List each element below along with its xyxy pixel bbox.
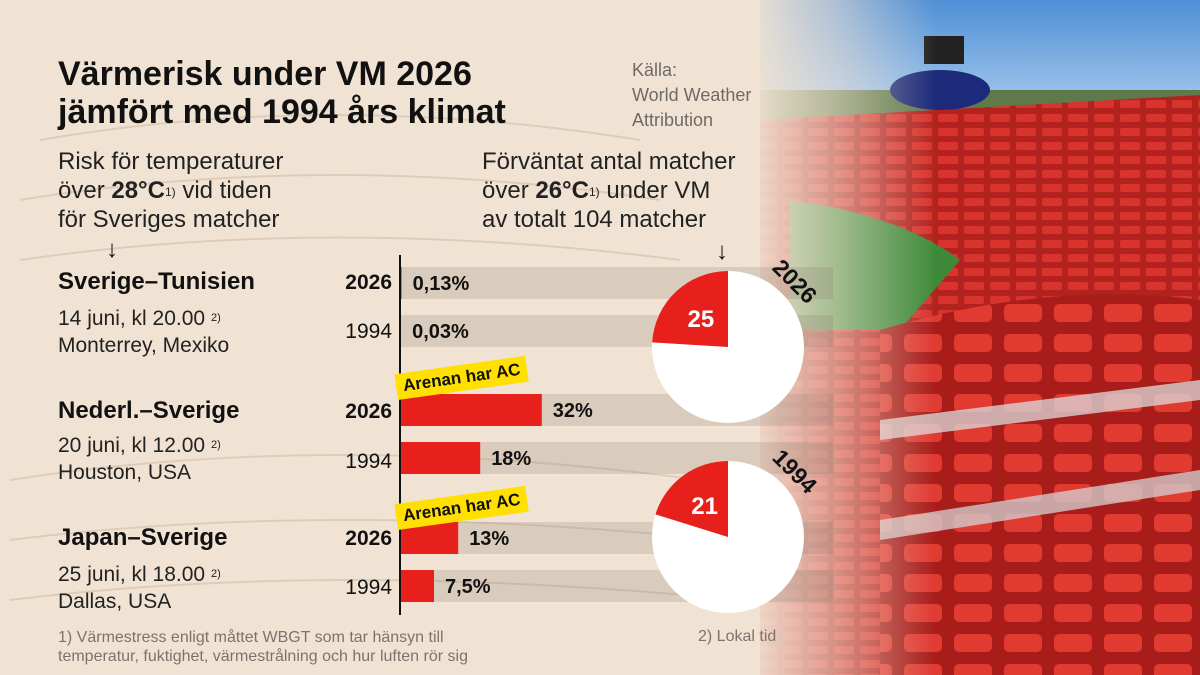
right-subheading-line: av totalt 104 matcher: [482, 206, 707, 233]
title-line: Värmerisk under VM 2026: [58, 55, 472, 93]
left-subheading: Risk för temperaturer över 28°C1) vid ti…: [58, 147, 283, 234]
match-place: Houston, USA: [58, 461, 192, 484]
right-subheading: Förväntat antal matcher över 26°C1) unde…: [482, 147, 735, 234]
source-line: World Weather: [632, 85, 752, 105]
pie-chart-2026: 25: [652, 271, 804, 423]
match-date: 25 juni, kl 18.00 2): [58, 563, 221, 586]
match-details: 14 juni, kl 20.00 2) Monterrey, Mexiko: [58, 305, 229, 359]
title-line: jämfört med 1994 års klimat: [58, 93, 506, 131]
left-subheading-line: över 28°C1) vid tiden: [58, 177, 272, 204]
source-line: Attribution: [632, 110, 714, 130]
pie-slice: [652, 271, 728, 347]
pie-slice-label: 25: [688, 306, 715, 333]
bar: [401, 267, 402, 299]
match-details: 20 juni, kl 12.00 2) Houston, USA: [58, 432, 221, 486]
page-title: Värmerisk under VM 2026 jämfört med 1994…: [58, 55, 506, 131]
match-title: Sverige–Tunisien: [58, 268, 255, 295]
match-place: Dallas, USA: [58, 590, 172, 613]
source-note: Källa: World Weather Attribution: [632, 58, 751, 133]
match-date: 20 juni, kl 12.00 2): [58, 434, 221, 457]
pie-slice: [655, 461, 728, 537]
match-date: 14 juni, kl 20.00 2): [58, 307, 221, 330]
bar-year-label: 1994: [345, 450, 392, 473]
match-details: 25 juni, kl 18.00 2) Dallas, USA: [58, 561, 221, 615]
match-place: Monterrey, Mexiko: [58, 334, 230, 357]
bar-value-label: 18%: [491, 448, 531, 470]
bar: [401, 442, 481, 474]
down-arrow-icon: ↓: [716, 238, 728, 265]
left-subheading-line: för Sveriges matcher: [58, 206, 280, 233]
bar-year-label: 1994: [345, 576, 392, 599]
footnote-line: temperatur, fuktighet, värmestrålning oc…: [58, 648, 468, 665]
pie-chart-1994: 21: [652, 461, 804, 613]
bar-year-label: 2026: [345, 271, 392, 294]
down-arrow-icon: ↓: [106, 236, 118, 263]
pie-slice-label: 21: [691, 493, 718, 520]
right-subheading-line: Förväntat antal matcher: [482, 148, 736, 175]
footnote: 1) Värmestress enligt måttet WBGT som ta…: [58, 628, 468, 666]
bar-year-label: 1994: [345, 320, 392, 343]
bar-value-label: 7,5%: [445, 576, 491, 598]
bar-value-label: 13%: [469, 528, 509, 550]
bar-value-label: 32%: [553, 400, 593, 422]
bar-year-label: 2026: [345, 400, 392, 423]
bar-value-label: 0,13%: [413, 273, 470, 295]
left-subheading-line: Risk för temperaturer: [58, 148, 284, 175]
footnote-line: 1) Värmestress enligt måttet WBGT som ta…: [58, 629, 444, 646]
bar-year-label: 2026: [345, 527, 392, 550]
bar-value-label: 0,03%: [412, 321, 469, 343]
footnote: 2) Lokal tid: [698, 628, 777, 645]
source-label: Källa:: [632, 60, 678, 80]
match-title: Japan–Sverige: [58, 524, 228, 551]
bar: [401, 570, 434, 602]
bar: [401, 394, 542, 426]
right-subheading-line: över 26°C1) under VM: [482, 177, 711, 204]
match-title: Nederl.–Sverige: [58, 397, 240, 424]
